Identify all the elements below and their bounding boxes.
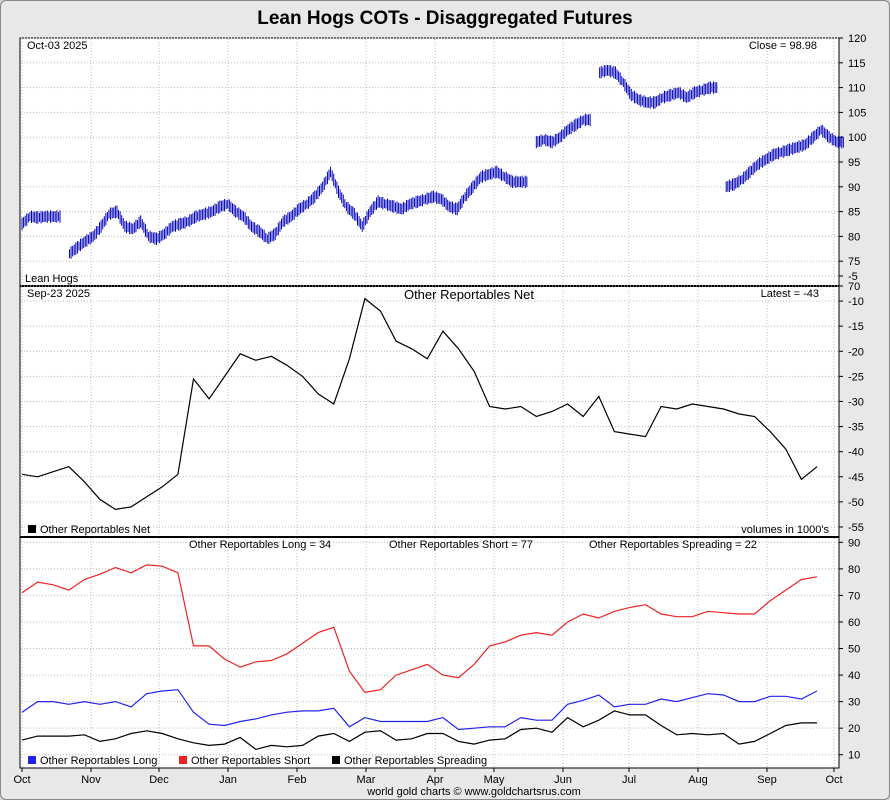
chart-title: Lean Hogs COTs - Disaggregated Futures [257, 8, 632, 29]
short-legend-label: Other Reportables Short [191, 755, 310, 767]
y-tick-label: 60 [848, 617, 860, 629]
y-tick-label: -25 [848, 371, 864, 383]
spreading-legend-label: Other Reportables Spreading [344, 755, 487, 767]
y-tick-label: 85 [848, 207, 860, 219]
y-tick-label: 70 [848, 590, 860, 602]
y-tick-label: 10 [848, 750, 860, 762]
short-series-line [21, 564, 818, 693]
price-close-label: Close = 98.98 [749, 40, 817, 52]
y-tick-label: -45 [848, 472, 864, 484]
y-tick-label: -30 [848, 396, 864, 408]
y-tick-label: 75 [848, 256, 860, 268]
x-tick-label: Oct [13, 774, 30, 786]
x-tick-label: Oct [825, 774, 842, 786]
net-legend-swatch [28, 525, 36, 533]
y-tick-label: -5 [848, 271, 858, 283]
y-tick-label: 70 [848, 281, 860, 293]
long-legend-label: Other Reportables Long [40, 755, 157, 767]
y-tick-label: 90 [848, 537, 860, 549]
short-legend-swatch [179, 756, 187, 764]
x-tick-label: Jun [554, 774, 572, 786]
net-latest-label: Latest = -43 [761, 288, 819, 300]
tick-labels: Oct Nov Dec Jan Feb Mar Apr May Jun Jul Aug Sep Oct 7… [13, 33, 866, 786]
spreading-header-label: Other Reportables Spreading = 22 [589, 539, 757, 551]
short-header-label: Other Reportables Short = 77 [389, 539, 533, 551]
x-tick-label: Apr [426, 774, 443, 786]
y-tick-label: -40 [848, 447, 864, 459]
x-tick-label: Nov [81, 774, 101, 786]
y-tick-label: 120 [848, 33, 866, 45]
spreading-legend-swatch [332, 756, 340, 764]
y-tick-label: 110 [848, 83, 866, 95]
y-tick-label: 115 [848, 58, 866, 70]
price-series [21, 64, 844, 259]
x-tick-label: Jan [219, 774, 237, 786]
spreading-series-line [21, 710, 817, 751]
positions-panel [19, 536, 840, 769]
net-date-label: Sep-23 2025 [27, 288, 90, 300]
x-tick-label: Mar [357, 774, 376, 786]
long-legend-swatch [28, 756, 36, 764]
net-series-line [21, 297, 818, 511]
y-tick-label: -15 [848, 321, 864, 333]
long-header-label: Other Reportables Long = 34 [189, 539, 331, 551]
footer-credit: world gold charts © www.goldchartsrus.co… [366, 786, 581, 798]
y-tick-label: 20 [848, 723, 860, 735]
y-tick-label: 30 [848, 697, 860, 709]
x-tick-label: May [484, 774, 505, 786]
net-legend-label: Other Reportables Net [40, 524, 150, 536]
y-tick-label: -35 [848, 422, 864, 434]
y-tick-label: -20 [848, 346, 864, 358]
y-tick-label: 100 [848, 132, 866, 144]
y-tick-label: 80 [848, 231, 860, 243]
net-panel-title: Other Reportables Net [404, 287, 534, 302]
units-label: volumes in 1000's [741, 524, 829, 536]
y-tick-label: -10 [848, 296, 864, 308]
x-tick-label: Dec [149, 774, 169, 786]
y-tick-label: 80 [848, 564, 860, 576]
price-series-label: Lean Hogs [25, 273, 79, 285]
price-date-label: Oct-03 2025 [27, 40, 88, 52]
y-tick-label: 40 [848, 670, 860, 682]
y-tick-label: -50 [848, 497, 864, 509]
long-series-line [21, 689, 818, 731]
y-tick-label: 105 [848, 107, 866, 119]
x-tick-label: Feb [288, 774, 307, 786]
x-tick-label: Sep [757, 774, 777, 786]
y-tick-label: -55 [848, 522, 864, 534]
y-tick-label: 95 [848, 157, 860, 169]
y-tick-label: 90 [848, 182, 860, 194]
x-tick-label: Jul [622, 774, 636, 786]
y-tick-label: 50 [848, 644, 860, 656]
x-tick-label: Aug [688, 774, 708, 786]
series-layer [21, 64, 844, 751]
